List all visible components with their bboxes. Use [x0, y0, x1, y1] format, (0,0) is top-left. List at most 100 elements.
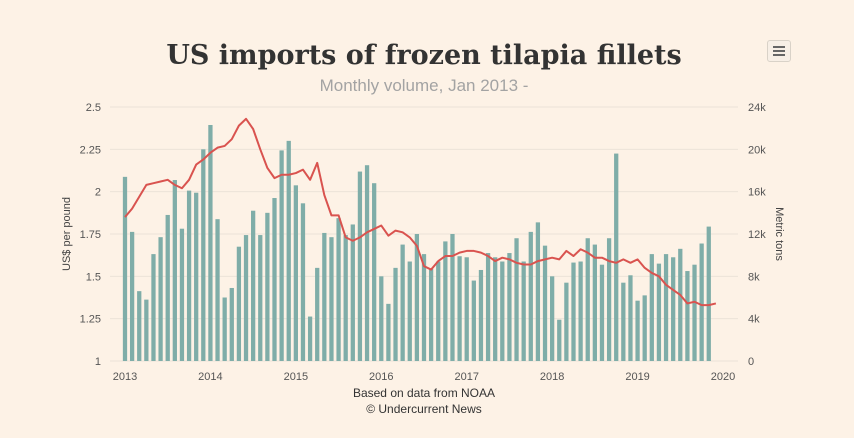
volume-bar [343, 235, 348, 361]
volume-bar [485, 253, 491, 361]
right-tick-label: 0 [748, 356, 754, 368]
volume-bar [635, 300, 640, 361]
volume-bar [286, 140, 291, 361]
price-line-group [124, 117, 717, 307]
volume-bar [471, 280, 476, 361]
x-tick-label: 2018 [540, 371, 564, 383]
volume-bar [179, 228, 185, 361]
caption-credit: © Undercurrent News [366, 402, 482, 416]
volume-bar [386, 303, 391, 361]
right-tick-label: 12k [748, 229, 766, 241]
volume-bar [222, 297, 227, 361]
x-tick-label: 2016 [369, 371, 393, 383]
volume-bar [457, 256, 462, 361]
volume-bar [393, 267, 398, 361]
volume-bar [592, 244, 597, 361]
volume-bar [243, 235, 249, 361]
volume-bar [557, 319, 562, 361]
hamburger-menu-icon-bar-3 [773, 54, 785, 56]
volume-bar [129, 231, 135, 361]
chart-menu-button[interactable] [767, 40, 791, 62]
volume-bars [122, 124, 711, 362]
volume-bar [158, 237, 163, 361]
volume-bar [229, 287, 234, 361]
left-tick-label: 2.25 [80, 144, 101, 156]
left-tick-label: 1.25 [80, 314, 101, 326]
volume-bar [279, 150, 284, 361]
volume-bar [379, 276, 384, 361]
chart-title: US imports of frozen tilapia fillets [166, 40, 681, 71]
volume-bar [649, 254, 654, 361]
left-axis-title: US$ per pound [61, 197, 73, 271]
volume-bar [443, 241, 448, 361]
volume-bar [329, 237, 334, 361]
right-axis-ticks: 0 4k 8k 12k 16k 20k 24k [748, 102, 766, 368]
right-tick-label: 24k [748, 102, 766, 114]
chart-subtitle: Monthly volume, Jan 2013 - [320, 76, 529, 95]
volume-bar [122, 176, 128, 361]
price-line [124, 117, 717, 307]
volume-bar [186, 190, 192, 361]
volume-bar [628, 275, 633, 361]
right-axis-title: Metric tons [773, 207, 785, 261]
left-tick-label: 1.75 [80, 229, 101, 241]
volume-bar [550, 276, 555, 361]
volume-bar [428, 268, 434, 361]
volume-bar [421, 254, 427, 361]
volume-bar [172, 180, 177, 361]
x-tick-label: 2019 [625, 371, 649, 383]
volume-bar [542, 245, 548, 361]
x-axis-ticks: 2013 2014 2015 2016 2017 2018 2019 2020 [113, 371, 735, 383]
volume-bar [606, 238, 612, 361]
volume-bar [706, 226, 711, 361]
volume-bar [194, 192, 199, 361]
right-tick-label: 16k [748, 187, 766, 199]
volume-bar [450, 234, 455, 361]
volume-bar [478, 269, 484, 361]
volume-bar [621, 282, 626, 361]
volume-bar [521, 261, 526, 361]
volume-bar [678, 248, 683, 361]
volume-bar [151, 254, 156, 361]
volume-bar [699, 243, 704, 361]
left-tick-label: 2.5 [86, 102, 101, 114]
volume-bar [692, 264, 697, 361]
left-tick-label: 1.5 [86, 271, 101, 283]
volume-bar [315, 267, 320, 361]
volume-bar [350, 224, 355, 361]
volume-bar [656, 263, 662, 361]
volume-bar [357, 171, 363, 361]
volume-bar [258, 235, 263, 361]
volume-bar [208, 124, 213, 362]
left-tick-label: 1 [95, 356, 101, 368]
volume-bar [599, 264, 605, 361]
volume-bar [500, 261, 505, 361]
volume-bar [514, 238, 519, 361]
volume-bar [165, 214, 170, 361]
x-tick-label: 2013 [113, 371, 137, 383]
volume-bar [685, 271, 690, 361]
volume-bar [564, 282, 569, 361]
volume-bar [300, 203, 306, 361]
volume-bar [578, 261, 583, 361]
volume-bar [436, 261, 441, 361]
caption-source: Based on data from NOAA [353, 386, 495, 400]
volume-bar [336, 218, 341, 362]
volume-bar [322, 232, 327, 361]
volume-bar [535, 222, 541, 361]
right-tick-label: 8k [748, 271, 760, 283]
volume-bar [414, 234, 420, 361]
volume-bar [144, 299, 149, 361]
volume-bar [614, 153, 619, 361]
left-axis-ticks: 1 1.25 1.5 1.75 2 2.25 2.5 [80, 102, 101, 368]
volume-bar [293, 185, 298, 361]
volume-bar [528, 231, 533, 361]
x-tick-label: 2017 [454, 371, 478, 383]
right-tick-label: 20k [748, 144, 766, 156]
volume-bar [493, 257, 498, 361]
left-tick-label: 2 [95, 187, 101, 199]
volume-bar [585, 238, 590, 361]
hamburger-menu-icon [773, 46, 785, 48]
